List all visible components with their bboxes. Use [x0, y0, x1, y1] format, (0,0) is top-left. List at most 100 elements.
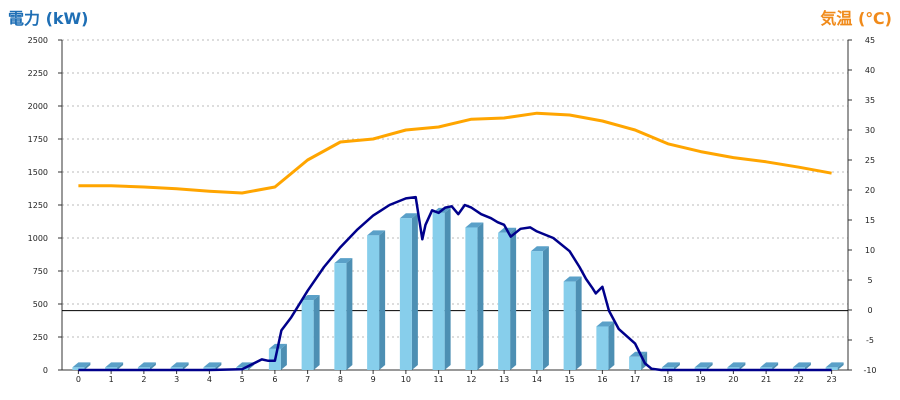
bar: [399, 218, 412, 370]
left-tick-label: 1750: [28, 135, 48, 144]
bar-top: [563, 276, 582, 282]
x-tick-label: 1: [109, 375, 114, 384]
bar: [596, 326, 609, 370]
bar-top: [825, 362, 844, 368]
x-tick-label: 9: [371, 375, 376, 384]
bar-side: [149, 362, 156, 370]
x-tick-label: 7: [305, 375, 310, 384]
right-tick-label: 40: [865, 66, 875, 75]
bar-side: [477, 222, 484, 370]
left-tick-label: 250: [33, 333, 48, 342]
right-tick-label: 10: [865, 246, 875, 255]
right-tick-label: -10: [863, 366, 876, 375]
bar-top: [792, 362, 811, 368]
bar-side: [837, 362, 844, 370]
x-tick-label: 11: [434, 375, 444, 384]
x-tick-label: 13: [499, 375, 509, 384]
x-tick-label: 0: [76, 375, 81, 384]
bar-side: [313, 295, 320, 370]
right-tick-label: 20: [865, 186, 875, 195]
right-tick-label: 15: [865, 216, 875, 225]
x-tick-label: 20: [728, 375, 738, 384]
right-tick-label: 0: [867, 306, 872, 315]
bar: [105, 367, 118, 370]
bar-top: [301, 295, 320, 301]
bar: [792, 367, 805, 370]
left-tick-label: 2500: [28, 36, 48, 45]
x-tick-label: 5: [240, 375, 245, 384]
bar-top: [530, 246, 549, 252]
bar-side: [182, 362, 189, 370]
bar-side: [379, 230, 386, 370]
power-line: [78, 195, 832, 372]
right-tick-label: -5: [866, 336, 874, 345]
bar: [301, 300, 314, 370]
bar: [661, 367, 674, 370]
left-tick-label: 750: [33, 267, 48, 276]
x-tick-label: 18: [663, 375, 673, 384]
bar: [72, 367, 85, 370]
axes: [58, 39, 852, 374]
x-tick-label: 17: [630, 375, 640, 384]
right-tick-label: 30: [865, 126, 875, 135]
bar: [465, 227, 478, 370]
bar: [727, 367, 740, 370]
x-tick-label: 4: [207, 375, 212, 384]
grid-lines: [62, 39, 848, 338]
bar: [563, 281, 576, 370]
bar-side: [772, 362, 779, 370]
x-tick-label: 14: [532, 375, 542, 384]
bar-side: [739, 362, 746, 370]
right-axis-title: 気温 (℃): [820, 9, 892, 28]
bar-top: [760, 362, 779, 368]
bar-top: [137, 362, 156, 368]
left-tick-label: 2250: [28, 69, 48, 78]
x-tick-label: 2: [141, 375, 146, 384]
line-series: [78, 111, 832, 372]
bar-top: [203, 362, 222, 368]
bar-side: [510, 227, 517, 370]
bar-side: [608, 321, 615, 370]
bar-top: [399, 213, 418, 219]
bar: [629, 356, 642, 370]
temperature-line: [78, 111, 832, 195]
x-tick-label: 3: [174, 375, 179, 384]
bar: [760, 367, 773, 370]
bar-side: [117, 362, 124, 370]
bar-top: [694, 362, 713, 368]
x-tick-label: 19: [696, 375, 706, 384]
bar-side: [346, 258, 353, 370]
x-tick-label: 8: [338, 375, 343, 384]
bar: [432, 212, 445, 370]
x-tick-label: 22: [794, 375, 804, 384]
x-tick-label: 15: [565, 375, 575, 384]
left-tick-label: 1250: [28, 201, 48, 210]
bar-side: [280, 343, 287, 370]
bar-side: [215, 362, 222, 370]
bar-top: [334, 258, 353, 264]
bar: [825, 367, 838, 370]
bar-top: [661, 362, 680, 368]
x-tick-label: 6: [272, 375, 277, 384]
right-tick-label: 5: [867, 276, 872, 285]
x-tick-label: 23: [827, 375, 837, 384]
x-tick-label: 12: [466, 375, 476, 384]
left-tick-label: 0: [43, 366, 48, 375]
bar-top: [465, 222, 484, 228]
left-tick-label: 1000: [28, 234, 48, 243]
bar-side: [673, 362, 680, 370]
bar-side: [84, 362, 91, 370]
left-axis-title: 電力 (kW): [8, 9, 89, 28]
bar: [170, 367, 183, 370]
bar-top: [367, 230, 386, 236]
bar-series: [72, 207, 844, 370]
x-tick-label: 21: [761, 375, 771, 384]
bar-side: [542, 246, 549, 370]
bar-top: [629, 351, 648, 357]
tick-labels: 02505007501000125015001750200022502500-1…: [28, 36, 877, 384]
bar: [498, 232, 511, 370]
left-tick-label: 500: [33, 300, 48, 309]
bar-side: [575, 276, 582, 370]
bar: [334, 263, 347, 370]
